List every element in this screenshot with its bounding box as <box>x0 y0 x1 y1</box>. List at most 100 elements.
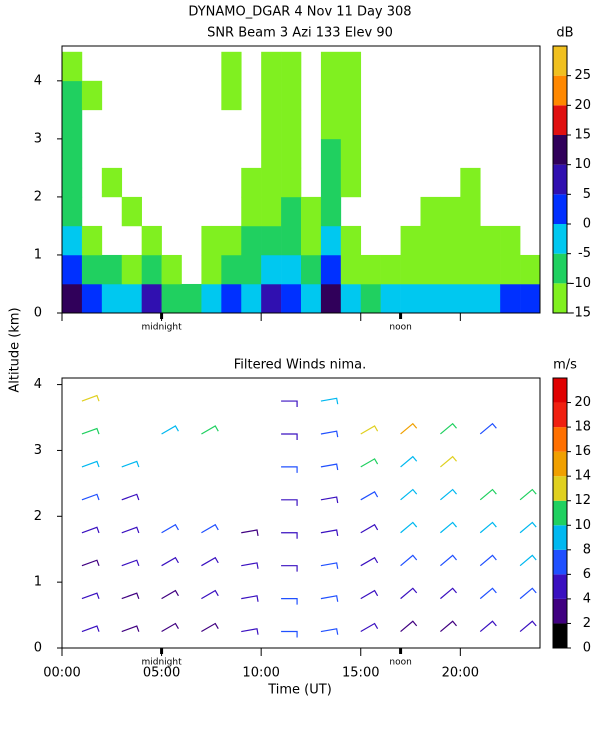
colorbar-tick-label: 0 <box>583 217 591 232</box>
wind-barb <box>400 554 418 567</box>
snr-cell <box>480 283 501 314</box>
snr-cell <box>480 254 501 285</box>
colorbar-band <box>553 283 567 313</box>
colorbar-tick-label: 10 <box>574 157 591 172</box>
colorbar-tick-label: 16 <box>574 444 591 459</box>
colorbar-tick-label: 0 <box>583 641 591 656</box>
annotation: midnight <box>142 658 183 668</box>
y-tick-label: 3 <box>34 443 42 458</box>
snr-cell <box>340 109 362 140</box>
wind-barb <box>440 455 457 468</box>
wind-barb <box>400 455 418 468</box>
wind-barb <box>121 526 140 534</box>
wind-barb <box>320 496 339 504</box>
snr-cell <box>281 51 302 82</box>
wind-barb <box>360 556 379 567</box>
snr-cell <box>360 283 381 314</box>
snr-cell <box>62 225 83 256</box>
wind-barb <box>161 622 179 633</box>
wind-barb <box>121 460 140 468</box>
x-tick-label: 10:00 <box>242 666 279 681</box>
annotation: noon <box>389 658 411 668</box>
snr-cell <box>320 254 342 285</box>
wind-barb <box>81 460 100 468</box>
colorbar-tick-label: 25 <box>574 68 591 83</box>
snr-cell <box>301 283 322 314</box>
y-tick-label: 0 <box>34 306 42 321</box>
wind-barb <box>81 625 100 633</box>
colorbar-band <box>553 378 567 403</box>
plot-frame <box>61 377 541 649</box>
wind-barb <box>81 394 100 402</box>
y-tick-label: 0 <box>34 641 42 656</box>
wind-barb <box>81 559 100 567</box>
snr-cell <box>281 196 302 227</box>
wind-barb <box>479 521 497 534</box>
snr-cell <box>281 138 302 169</box>
snr-cell <box>281 283 302 314</box>
x-tick-label: 00:00 <box>43 666 80 681</box>
wind-barb <box>440 554 457 567</box>
snr-cell <box>440 225 461 256</box>
y-tick-label: 4 <box>34 73 42 88</box>
annotation: midnight <box>142 323 183 333</box>
wind-barb <box>241 562 259 569</box>
wind-barb <box>440 620 457 632</box>
snr-cell <box>241 283 262 314</box>
snr-cell <box>400 254 421 285</box>
snr-cell <box>141 254 162 285</box>
snr-cell <box>241 196 262 227</box>
wind-barb <box>519 488 537 501</box>
snr-cell <box>480 225 501 256</box>
colorbar-label: m/s <box>553 358 577 373</box>
y-axis-label: Altitude (km) <box>8 307 23 392</box>
snr-cell <box>340 51 362 82</box>
wind-barb <box>440 587 457 600</box>
wind-barb <box>161 589 179 600</box>
snr-cell <box>261 51 282 82</box>
snr-cell <box>101 283 123 314</box>
snr-cell <box>400 225 421 256</box>
snr-cell <box>340 254 362 285</box>
colorbar-tick-label: 20 <box>574 98 591 113</box>
wind-barb <box>479 554 497 567</box>
snr-cell <box>420 196 441 227</box>
snr-cell <box>340 283 362 314</box>
y-tick-label: 3 <box>34 131 42 146</box>
colorbar-tick-label: 4 <box>583 591 591 606</box>
colorbar-band <box>553 598 567 624</box>
wind-barb <box>440 488 457 501</box>
snr-cell <box>281 80 302 111</box>
colorbar-tick-label: -5 <box>578 246 591 261</box>
colorbar-band <box>553 574 567 599</box>
wind-barb <box>479 488 497 501</box>
wind-barb <box>201 523 219 534</box>
colorbar-tick-label: 20 <box>574 395 591 410</box>
snr-cell <box>460 254 481 285</box>
wind-barb <box>241 628 259 635</box>
colorbar-tick-label: -10 <box>570 276 591 291</box>
colorbar-band <box>553 451 567 477</box>
wind-barb <box>320 595 339 602</box>
snr-cell <box>320 283 342 314</box>
snr-cell <box>141 283 162 314</box>
wind-barb <box>360 589 379 600</box>
snr-cell <box>161 283 182 314</box>
wind-barb <box>81 526 100 534</box>
panel-title: SNR Beam 3 Azi 133 Elev 90 <box>207 26 393 41</box>
snr-cell <box>201 225 222 256</box>
snr-cell <box>221 80 242 111</box>
wind-barb <box>81 493 100 501</box>
x-tick-label: 05:00 <box>143 666 180 681</box>
snr-cell <box>81 254 103 285</box>
snr-cell <box>420 254 441 285</box>
wind-barb <box>479 620 497 632</box>
colorbar-tick-label: 5 <box>583 187 591 202</box>
colorbar-band <box>553 253 567 284</box>
wind-barb <box>121 559 140 567</box>
colorbar-tick-label: 12 <box>574 493 591 508</box>
snr-cell <box>460 167 481 198</box>
snr-cell <box>281 254 302 285</box>
snr-cell <box>241 225 262 256</box>
snr-cell <box>500 254 521 285</box>
